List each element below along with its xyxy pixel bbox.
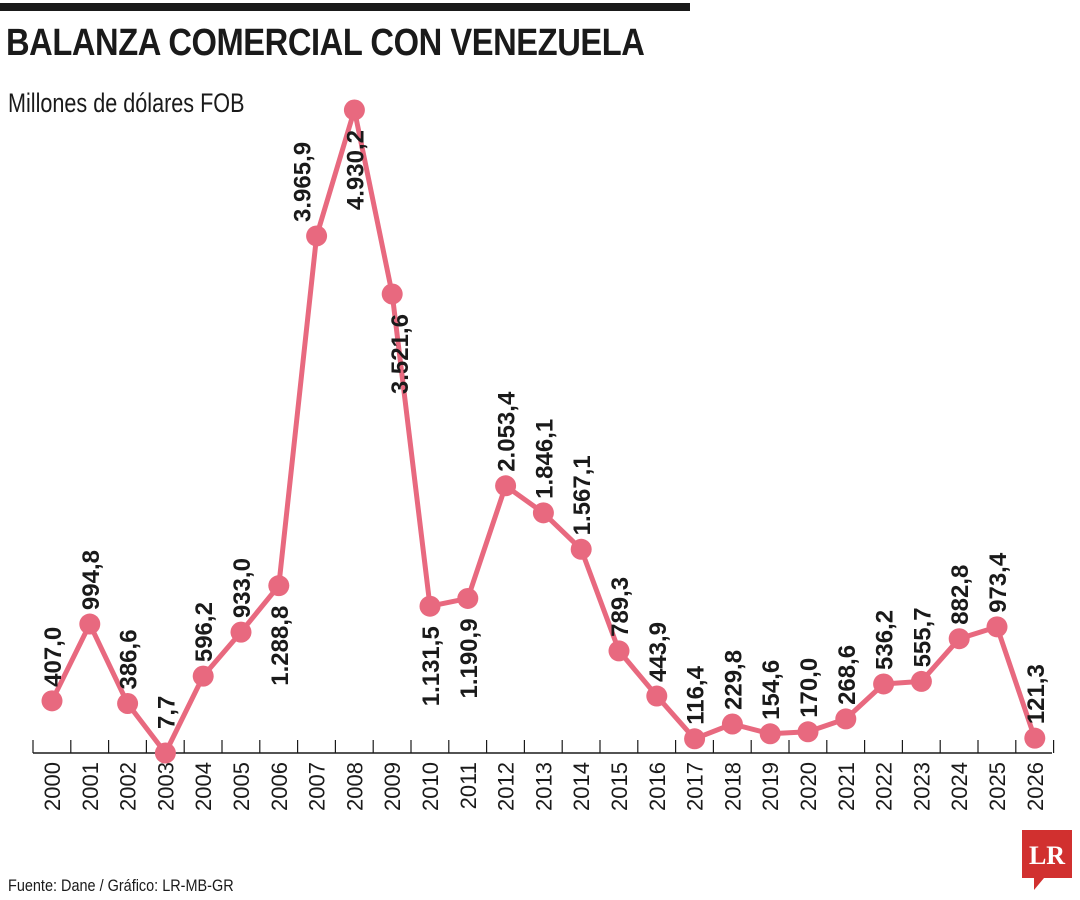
line-chart: 407,0 994,8 386,6 7,7 596,2 933,0 1.288,8 3.965…	[32, 99, 1055, 811]
value-label-2004: 596,2	[191, 602, 218, 662]
value-label-2019: 154,6	[758, 660, 785, 720]
value-label-2008: 4.930,2	[342, 130, 369, 210]
data-point-2019	[759, 723, 781, 745]
chart-subtitle: Millones de dólares FOB	[8, 88, 245, 118]
data-point-2025	[986, 616, 1008, 638]
value-label-2013: 1.846,1	[531, 419, 558, 499]
x-tick-label-2009: 2009	[380, 762, 405, 811]
x-tick-label-2021: 2021	[834, 762, 859, 811]
x-tick-label-2017: 2017	[683, 762, 708, 811]
value-label-2000: 407,0	[40, 627, 67, 687]
data-point-2021	[835, 708, 857, 730]
data-point-2003	[154, 742, 176, 764]
data-point-2010	[419, 595, 441, 617]
data-point-2014	[570, 538, 592, 560]
value-label-2024: 882,8	[947, 565, 974, 625]
data-point-2006	[268, 575, 290, 597]
x-tick-label-2022: 2022	[872, 762, 897, 811]
value-label-2005: 933,0	[229, 558, 256, 618]
value-label-2026: 121,3	[1023, 664, 1050, 724]
x-tick-label-2012: 2012	[494, 762, 519, 811]
data-point-2009	[381, 283, 403, 305]
data-point-2017	[684, 728, 706, 750]
logo-text: LR	[1029, 841, 1065, 870]
data-point-2002	[117, 693, 139, 715]
x-tick-label-2016: 2016	[645, 762, 670, 811]
value-label-2011: 1.190,9	[456, 618, 483, 698]
x-tick-label-2018: 2018	[720, 762, 745, 811]
data-point-2004	[192, 665, 214, 687]
data-point-2013	[532, 502, 554, 524]
data-point-2012	[495, 475, 517, 497]
value-label-2020: 170,0	[796, 658, 823, 718]
x-tick-label-2008: 2008	[342, 762, 367, 811]
data-point-2015	[608, 640, 630, 662]
value-label-2021: 268,6	[834, 645, 861, 705]
x-tick-label-2011: 2011	[456, 762, 481, 809]
source-note: Fuente: Dane / Gráfico: LR-MB-GR	[8, 876, 234, 895]
value-label-2002: 386,6	[116, 629, 143, 689]
data-point-2022	[873, 673, 895, 695]
value-label-2012: 2.053,4	[494, 391, 521, 472]
data-point-2005	[230, 621, 252, 643]
data-point-2000	[41, 690, 63, 712]
x-tick-label-2007: 2007	[305, 762, 330, 811]
x-tick-label-2020: 2020	[796, 762, 821, 811]
x-tick-label-2023: 2023	[909, 762, 934, 811]
x-tick-label-2002: 2002	[116, 762, 141, 811]
value-label-2006: 1.288,8	[267, 606, 294, 686]
value-label-2014: 1.567,1	[569, 455, 596, 535]
x-tick-label-2025: 2025	[985, 762, 1010, 811]
data-point-2001	[79, 613, 101, 635]
value-label-2015: 789,3	[607, 577, 634, 637]
x-tick-label-2015: 2015	[607, 762, 632, 811]
data-point-2026	[1024, 727, 1046, 749]
value-label-2007: 3.965,9	[290, 142, 317, 222]
value-label-2016: 443,9	[645, 622, 672, 682]
lr-logo: LR	[1022, 830, 1072, 890]
x-tick-label-2000: 2000	[40, 762, 65, 811]
chart-title: BALANZA COMERCIAL CON VENEZUELA	[6, 22, 645, 64]
data-point-2020	[797, 721, 819, 743]
data-point-2016	[646, 685, 668, 707]
value-label-2025: 973,4	[985, 552, 1012, 613]
value-label-2023: 555,7	[909, 607, 936, 667]
x-tick-label-2026: 2026	[1023, 762, 1048, 811]
value-label-2010: 1.131,5	[418, 626, 445, 706]
x-tick-label-2006: 2006	[267, 762, 292, 811]
top-rule	[0, 3, 690, 11]
x-tick-label-2004: 2004	[191, 762, 216, 811]
value-label-2022: 536,2	[872, 610, 899, 670]
data-point-2023	[910, 670, 932, 692]
x-tick-label-2001: 2001	[78, 762, 103, 811]
value-label-2009: 3.521,6	[387, 314, 414, 394]
x-tick-label-2014: 2014	[569, 762, 594, 811]
x-tick-label-2005: 2005	[229, 762, 254, 811]
x-tick-label-2024: 2024	[947, 762, 972, 811]
x-tick-label-2003: 2003	[153, 762, 178, 811]
data-point-2018	[721, 713, 743, 735]
data-point-2011	[457, 587, 479, 609]
data-point-2007	[306, 225, 328, 247]
data-point-2024	[948, 628, 970, 650]
x-tick-label-2013: 2013	[531, 762, 556, 811]
value-label-2001: 994,8	[78, 550, 105, 610]
x-tick-label-2019: 2019	[758, 762, 783, 811]
x-tick-label-2010: 2010	[418, 762, 443, 811]
value-label-2003: 7,7	[153, 696, 180, 729]
value-label-2017: 116,4	[683, 665, 710, 724]
value-label-2018: 229,8	[720, 650, 747, 710]
data-point-2008	[343, 99, 365, 121]
